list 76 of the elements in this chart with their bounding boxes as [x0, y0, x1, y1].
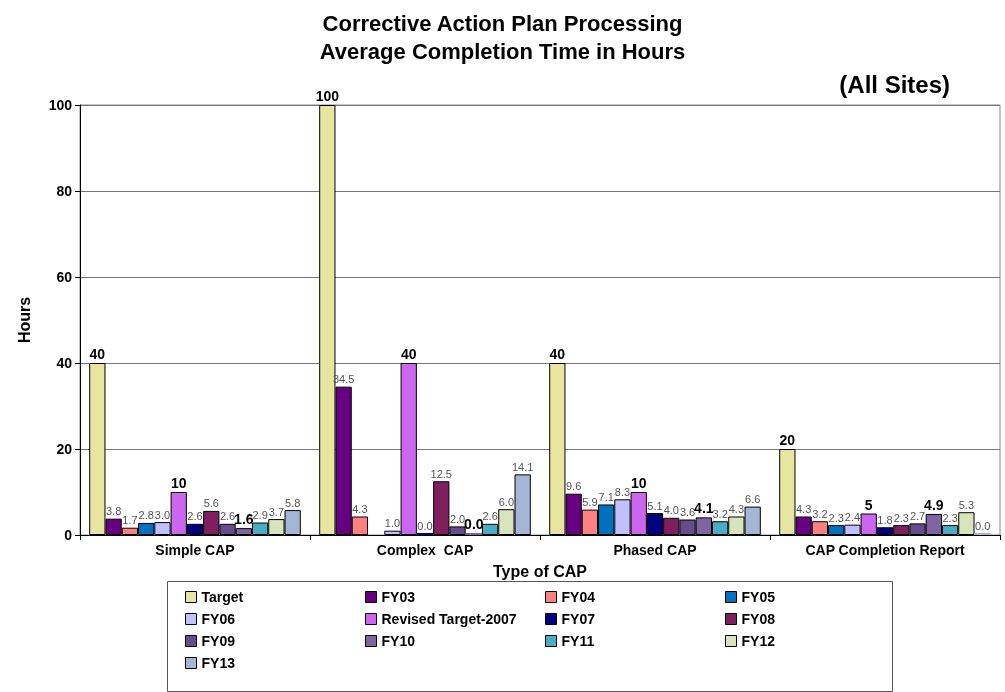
data-label: 2.3: [828, 511, 844, 524]
y-tick-label: 80: [56, 183, 73, 199]
data-label: 2.3: [893, 511, 909, 524]
data-label: 5.8: [285, 496, 301, 509]
data-label: 40: [549, 346, 566, 362]
data-label: 1.0: [384, 517, 401, 530]
legend-label: FY04: [561, 589, 596, 605]
x-axis-title: Type of CAP: [493, 562, 588, 580]
data-label: 1.8: [877, 513, 893, 526]
legend-label: FY09: [201, 633, 236, 649]
data-label: 4.0: [663, 504, 679, 517]
y-axis-title: Hours: [15, 296, 33, 344]
legend-label: FY13: [201, 655, 236, 671]
legend-label: FY06: [201, 611, 236, 627]
legend-label: FY12: [741, 633, 776, 649]
x-tick-label: Complex CAP: [376, 542, 474, 558]
x-tick-label: CAP Completion Report: [805, 542, 965, 558]
data-label: 8.3: [614, 485, 631, 498]
legend-label: Revised Target-2007: [381, 611, 517, 627]
data-label: 40: [400, 346, 417, 362]
y-tick-label: 60: [56, 269, 73, 285]
data-label: 14.1: [511, 460, 534, 473]
data-label: 0.0: [975, 519, 991, 532]
data-label: 1.6: [234, 511, 254, 528]
data-label: 0.0: [464, 516, 484, 532]
data-label: 2.7: [909, 509, 926, 522]
data-label: 3.0: [154, 508, 171, 521]
data-label: 2.9: [252, 509, 268, 522]
legend-label: FY08: [741, 611, 776, 627]
data-label: 2.4: [844, 511, 861, 524]
data-label: 4.3: [795, 503, 812, 516]
data-label: 2.3: [942, 511, 958, 524]
y-tick-label: 0: [64, 527, 73, 543]
data-label: 2.6: [482, 510, 498, 523]
legend-label: Target: [201, 589, 244, 605]
data-label: 2.6: [219, 510, 236, 523]
y-tick-label: 40: [56, 355, 73, 371]
data-label: 3.2: [812, 507, 828, 520]
data-label: 1.7: [122, 514, 138, 527]
data-label: 4.9: [924, 496, 944, 513]
data-label: 4.1: [694, 500, 714, 517]
data-label: 5.6: [203, 497, 219, 510]
data-label: 12.5: [430, 467, 452, 480]
data-label: 2.8: [138, 509, 154, 522]
data-label: 6.0: [498, 495, 515, 508]
text: (All Sites): [839, 70, 950, 98]
data-label: 5.1: [647, 499, 663, 512]
data-label: 3.7: [268, 505, 285, 518]
data-label: 3.2: [712, 507, 728, 520]
data-label: 5.3: [958, 498, 975, 511]
data-label: 7.1: [598, 490, 614, 503]
data-label: 100: [315, 88, 340, 104]
data-label: 4.3: [728, 503, 745, 516]
data-label: 40: [89, 346, 106, 362]
x-tick-label: Simple CAP: [155, 542, 235, 558]
legend-label: FY05: [741, 589, 776, 605]
data-label: 20: [779, 432, 796, 448]
data-label: 5.9: [582, 496, 598, 509]
data-label: 3.8: [105, 505, 122, 518]
y-tick-label: 100: [48, 97, 73, 113]
data-label: 0.0: [417, 519, 433, 532]
legend-label: FY03: [381, 589, 416, 605]
legend-label: FY07: [561, 611, 596, 627]
data-label: 3.6: [679, 506, 696, 519]
y-tick-label: 20: [56, 441, 73, 457]
data-label: 5: [864, 496, 873, 513]
data-label: 6.6: [745, 493, 761, 506]
chart-title: Corrective Action Plan Processing Average Completion Time in Hours: [319, 10, 686, 64]
data-label: 10: [630, 475, 647, 491]
data-label: 4.3: [352, 503, 368, 516]
data-label: 2.6: [187, 510, 203, 523]
data-label: 10: [170, 475, 187, 491]
legend-label: FY10: [381, 633, 416, 649]
data-label: 9.6: [565, 480, 582, 493]
legend-label: FY11: [561, 633, 595, 649]
x-tick-label: Phased CAP: [613, 542, 697, 558]
